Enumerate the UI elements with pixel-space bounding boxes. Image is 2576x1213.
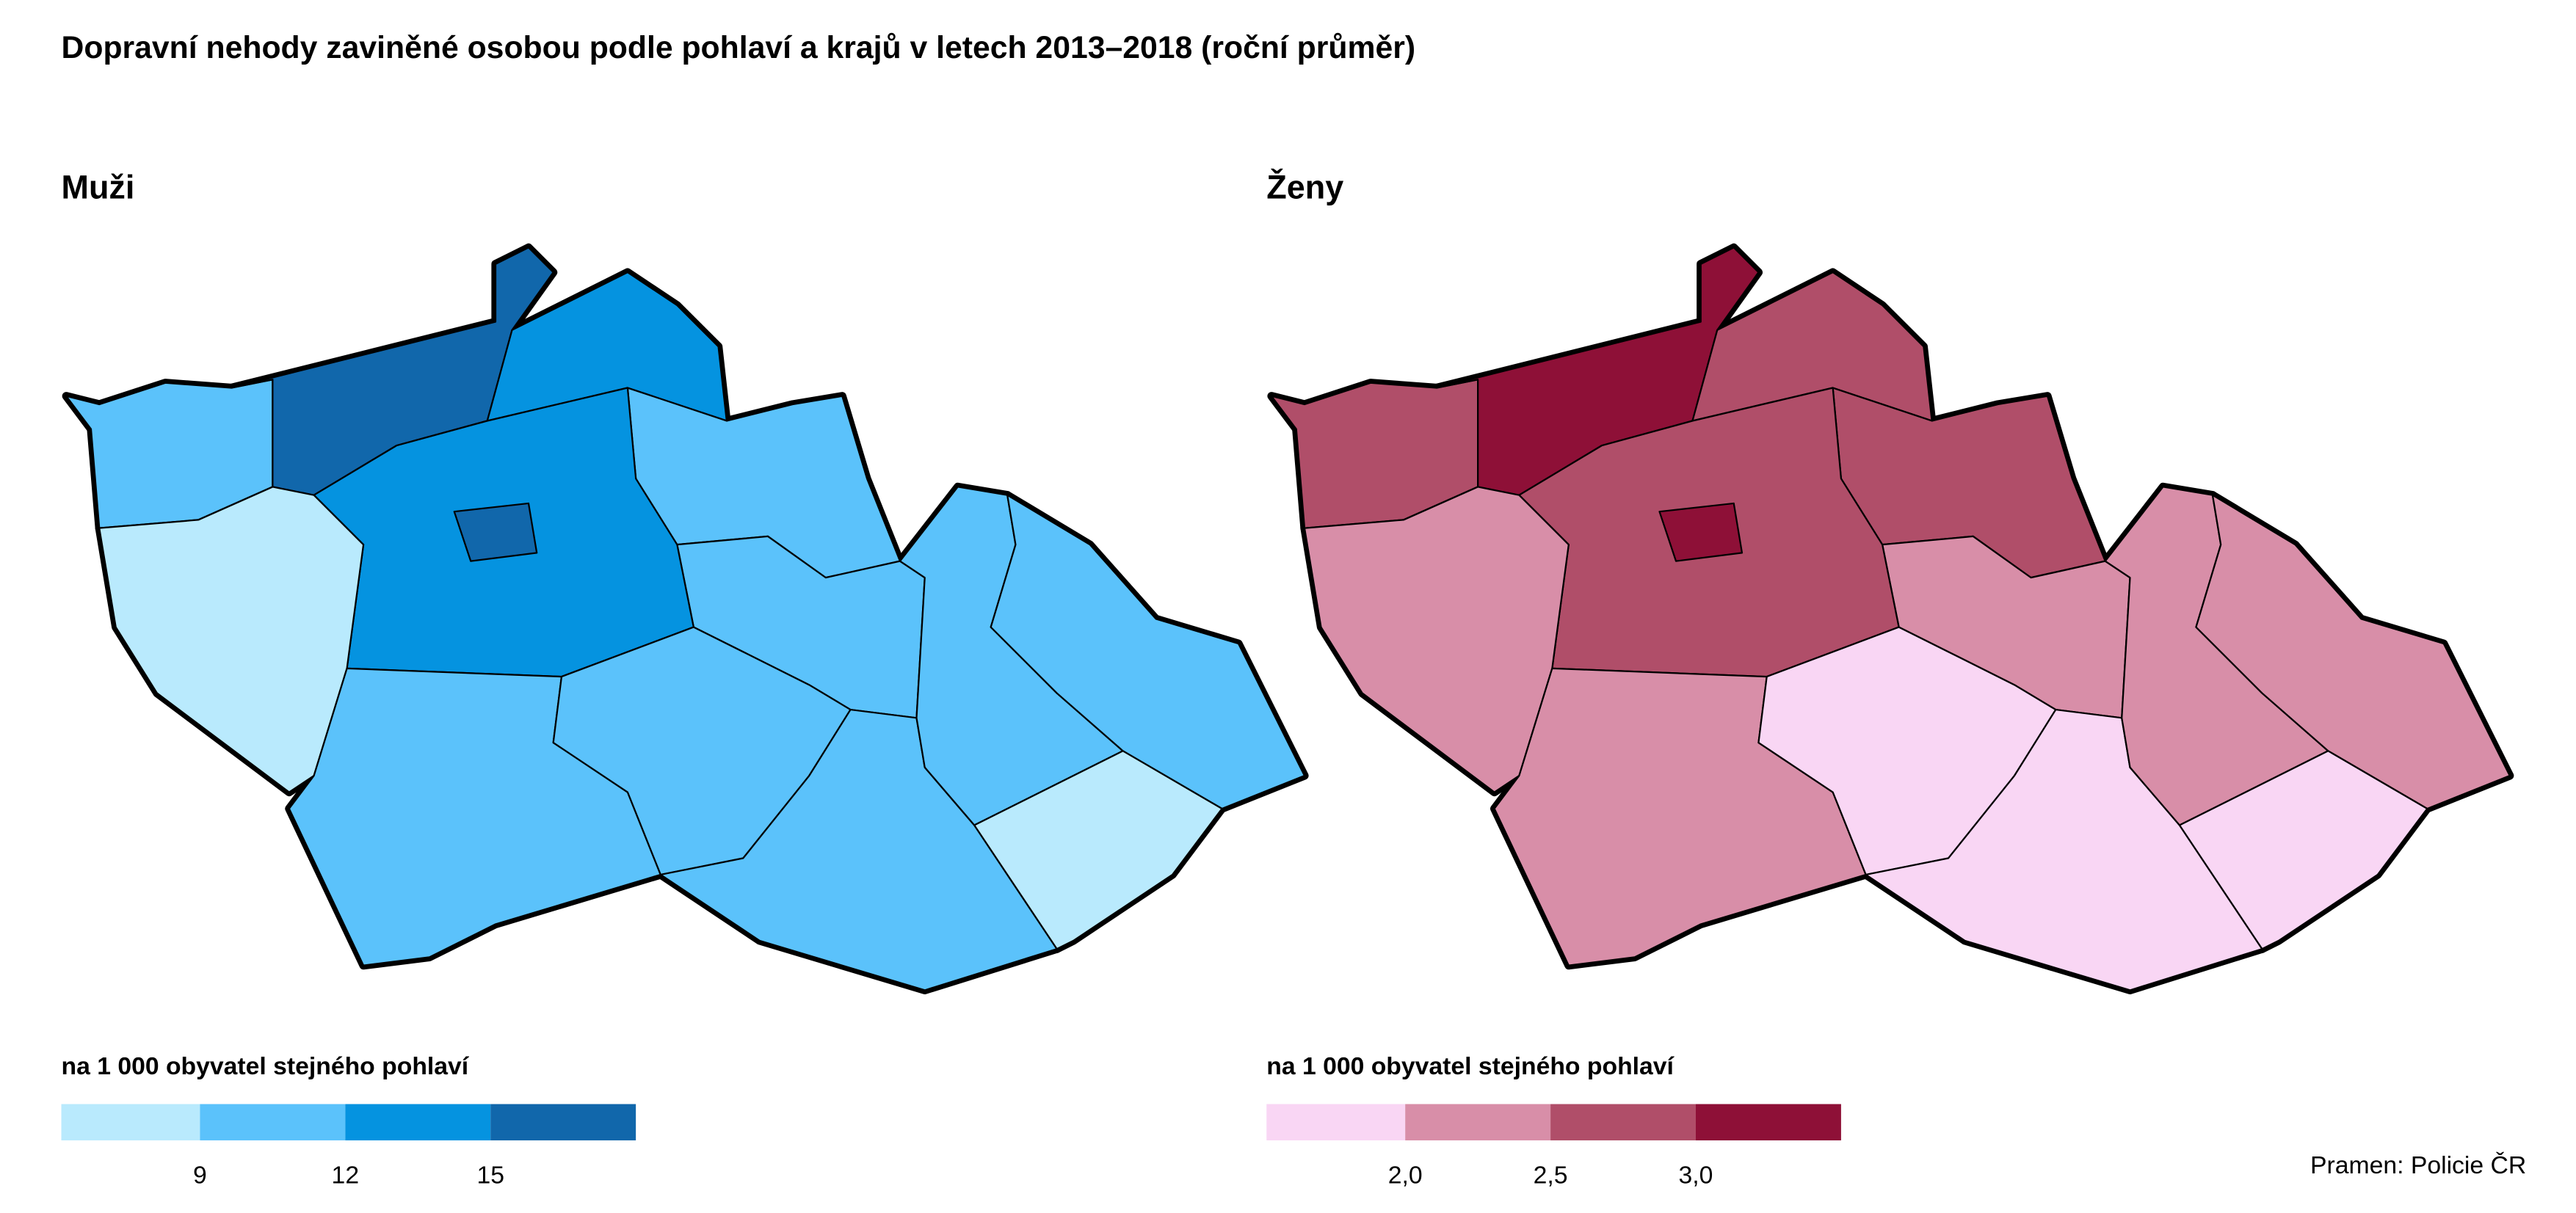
legend-label: na 1 000 obyvatel stejného pohlaví [1266, 1052, 1675, 1080]
legend-swatch [1695, 1104, 1841, 1141]
panel-title: Ženy [1266, 169, 1343, 206]
legend-tick-label: 9 [193, 1161, 207, 1189]
legend-swatch [345, 1104, 491, 1141]
legend-label: na 1 000 obyvatel stejného pohlaví [62, 1052, 470, 1080]
legend-swatch [1266, 1104, 1406, 1141]
source: Pramen: Policie ČR [2310, 1151, 2526, 1179]
legend-swatch [490, 1104, 636, 1141]
legend-tick-label: 3,0 [1679, 1161, 1713, 1189]
region [453, 502, 538, 562]
legend-tick-label: 2,0 [1388, 1161, 1423, 1189]
map [1267, 243, 2514, 995]
legend-tick-label: 12 [332, 1161, 360, 1189]
map [62, 243, 1309, 995]
region [1658, 502, 1744, 562]
page-title: Dopravní nehody zaviněné osobou podle po… [62, 30, 1416, 65]
panel-title: Muži [62, 169, 135, 206]
legend-tick-label: 15 [476, 1161, 504, 1189]
legend-swatch [1550, 1104, 1696, 1141]
region [973, 750, 1223, 950]
legend-tick-label: 2,5 [1534, 1161, 1568, 1189]
legend-swatch [61, 1104, 200, 1141]
legend-swatch [1405, 1104, 1551, 1141]
legend-swatch [200, 1104, 346, 1141]
region [2178, 750, 2428, 950]
